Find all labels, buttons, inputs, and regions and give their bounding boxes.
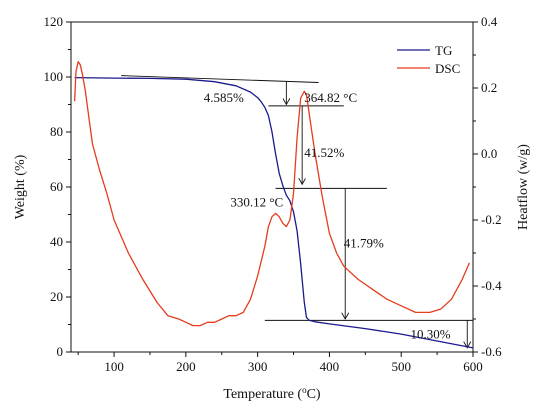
annotation-step4: 10.30%: [411, 326, 451, 341]
series-layer: [73, 60, 474, 349]
guide-line: [121, 75, 319, 83]
annotation-step1: 4.585%: [204, 90, 244, 105]
y2-tick-label: 0.4: [481, 14, 498, 29]
x-axis-title: Temperature (oC): [223, 385, 321, 402]
y2-tick-label: 0.2: [481, 80, 497, 95]
y-tick-label: 100: [44, 69, 64, 84]
series-tg-line: [74, 76, 474, 349]
y-tick-label: 120: [44, 14, 64, 29]
annotation-step2: 41.52%: [304, 145, 344, 160]
x-tick-label: 600: [463, 359, 483, 374]
y2-tick-label: 0.0: [481, 146, 497, 161]
x-tick-label: 500: [391, 359, 411, 374]
x-tick-label: 400: [320, 359, 340, 374]
y2-tick-label: -0.2: [481, 212, 502, 227]
legend: TG DSC: [397, 43, 460, 76]
arrows: [286, 81, 467, 348]
y2-axis-title: Heatflow (w/g): [516, 144, 531, 230]
y-tick-label: 80: [50, 124, 63, 139]
annotation-temp2: 330.12 °C: [230, 194, 283, 209]
y2-tick-label: -0.6: [481, 344, 502, 359]
axis-ticks: [66, 21, 478, 357]
y-tick-label: 40: [50, 234, 63, 249]
y-tick-label: 0: [57, 344, 64, 359]
x-tick-label: 300: [248, 359, 268, 374]
y2-tick-labels: -0.6 -0.4 -0.2 0.0 0.2 0.4: [481, 14, 502, 359]
x-tick-labels: 100 200 300 400 500 600: [104, 359, 482, 374]
x-tick-label: 200: [176, 359, 196, 374]
plot-frame: [70, 21, 474, 353]
annotation-temp1: 364.82 °C: [304, 90, 357, 105]
y-axis-title: Weight (%): [13, 154, 28, 219]
annotation-step3: 41.79%: [344, 236, 384, 251]
series-dsc-line: [73, 60, 470, 327]
y-tick-label: 60: [50, 179, 63, 194]
x-tick-label: 100: [104, 359, 124, 374]
legend-dsc-label: DSC: [435, 61, 460, 76]
y-tick-labels: 0 20 40 60 80 100 120: [44, 14, 64, 359]
annotations: 4.585% 364.82 °C 41.52% 330.12 °C 41.79% 10.3…: [204, 90, 451, 342]
guide-lines: [121, 75, 473, 321]
y-tick-label: 20: [50, 289, 63, 304]
legend-tg-label: TG: [435, 43, 452, 58]
y2-tick-label: -0.4: [481, 278, 502, 293]
